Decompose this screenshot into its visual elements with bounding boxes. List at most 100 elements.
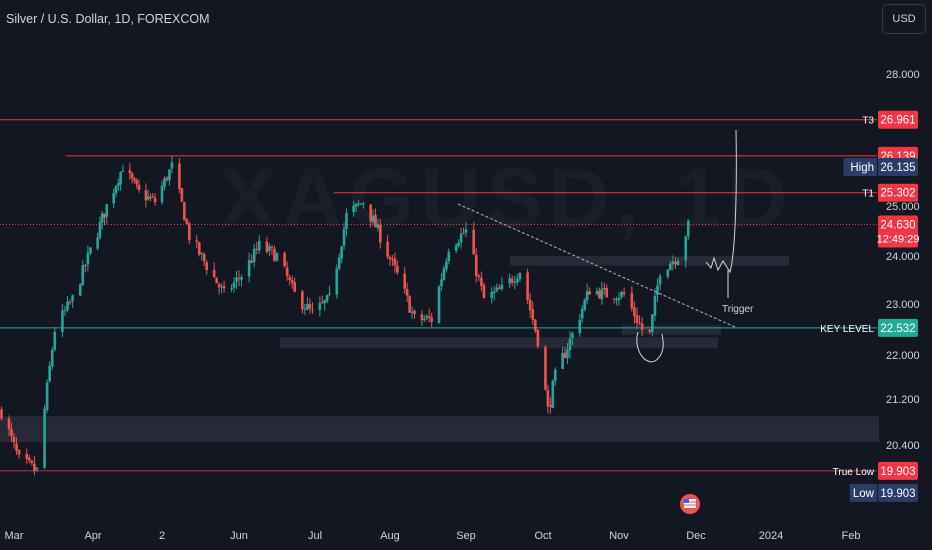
currency-button[interactable]: USD: [882, 4, 926, 34]
candle: [100, 210, 104, 230]
candle: [393, 252, 397, 273]
candle: [362, 201, 365, 209]
candle-body: [130, 173, 134, 179]
candle-body: [197, 242, 201, 255]
candle-body: [462, 232, 465, 234]
candle: [283, 251, 286, 268]
candle: [215, 277, 218, 284]
candle: [513, 275, 517, 289]
candle: [105, 204, 109, 224]
candle-body: [595, 291, 599, 294]
candle-body: [98, 221, 102, 238]
candle-body: [135, 180, 138, 185]
trendline[interactable]: [457, 203, 736, 328]
curve-drawing[interactable]: [636, 331, 664, 363]
candle: [600, 281, 604, 305]
candle-body: [357, 203, 360, 205]
candle-body: [480, 277, 483, 286]
candle: [35, 467, 39, 472]
candle-body: [205, 262, 209, 271]
candle: [588, 287, 591, 295]
candle-body: [117, 183, 120, 186]
candle: [653, 288, 657, 322]
lower-demand-zone: [0, 416, 879, 443]
candle: [482, 282, 486, 299]
candle-body: [165, 177, 169, 181]
candle: [33, 455, 36, 476]
candle: [638, 315, 641, 325]
candle: [534, 319, 537, 334]
candle-body: [43, 408, 46, 468]
y-tick-label: 20.400: [886, 440, 920, 452]
candle-body: [459, 233, 463, 243]
candle-body: [671, 261, 675, 265]
breakout-arrow-drawing[interactable]: [705, 129, 737, 274]
retest-zone: [622, 325, 721, 335]
candle: [551, 379, 555, 409]
candle: [188, 221, 191, 244]
candle-body: [290, 279, 294, 283]
candle-body: [215, 277, 218, 284]
candle: [371, 209, 375, 225]
candle: [200, 251, 204, 261]
candle-body: [105, 204, 109, 217]
candle: [633, 301, 636, 324]
candle-body: [200, 253, 204, 255]
candle-body: [61, 310, 64, 332]
x-tick-label: Nov: [609, 530, 629, 542]
candle: [648, 329, 652, 335]
price-tag: 25.302 T1: [862, 183, 918, 202]
candle-body: [617, 297, 621, 301]
candle-body: [633, 307, 636, 317]
candle-body: [528, 299, 532, 311]
candle: [622, 287, 626, 297]
candle: [252, 243, 256, 268]
candle: [580, 305, 584, 324]
candle-body: [495, 287, 499, 291]
candle-body: [374, 214, 377, 228]
candle-body: [63, 310, 67, 312]
candle-body: [666, 269, 670, 277]
candle: [516, 273, 519, 286]
candle-body: [178, 163, 181, 190]
candle: [374, 208, 377, 228]
candle: [205, 260, 209, 275]
candle: [288, 274, 291, 286]
candle-body: [622, 292, 626, 294]
candle-body: [352, 205, 356, 213]
x-tick-label: Aug: [380, 530, 400, 542]
candle: [687, 219, 690, 240]
candles-layer: [0, 156, 690, 476]
candle: [78, 283, 82, 297]
candle: [178, 158, 181, 194]
candle: [474, 248, 478, 283]
candle: [578, 314, 582, 337]
candle: [247, 252, 251, 283]
candle-body: [566, 349, 569, 359]
candle-body: [408, 296, 411, 313]
candle-body: [526, 272, 529, 301]
candle: [50, 346, 54, 371]
candle-body: [635, 315, 639, 324]
flag-icon[interactable]: [680, 494, 700, 514]
candle: [391, 254, 394, 266]
candle-body: [544, 347, 547, 390]
candle-body: [568, 338, 572, 351]
candle-body: [600, 288, 604, 300]
candle: [103, 213, 106, 226]
price-tag: 26.961 T3: [862, 110, 918, 129]
candle-body: [306, 303, 309, 310]
candle-body: [492, 291, 496, 294]
candle-body: [250, 260, 253, 263]
candle-body: [674, 261, 677, 265]
candle-body: [498, 287, 501, 290]
price-tags: 26.961T326.13926.135High25.302T124.63012…: [820, 110, 919, 502]
candle: [340, 245, 343, 264]
candle-body: [146, 196, 150, 200]
candle-body: [133, 178, 136, 181]
price-tag-label: High: [850, 162, 874, 174]
candle-body: [546, 390, 550, 407]
candle: [669, 260, 672, 271]
candle: [180, 187, 184, 203]
